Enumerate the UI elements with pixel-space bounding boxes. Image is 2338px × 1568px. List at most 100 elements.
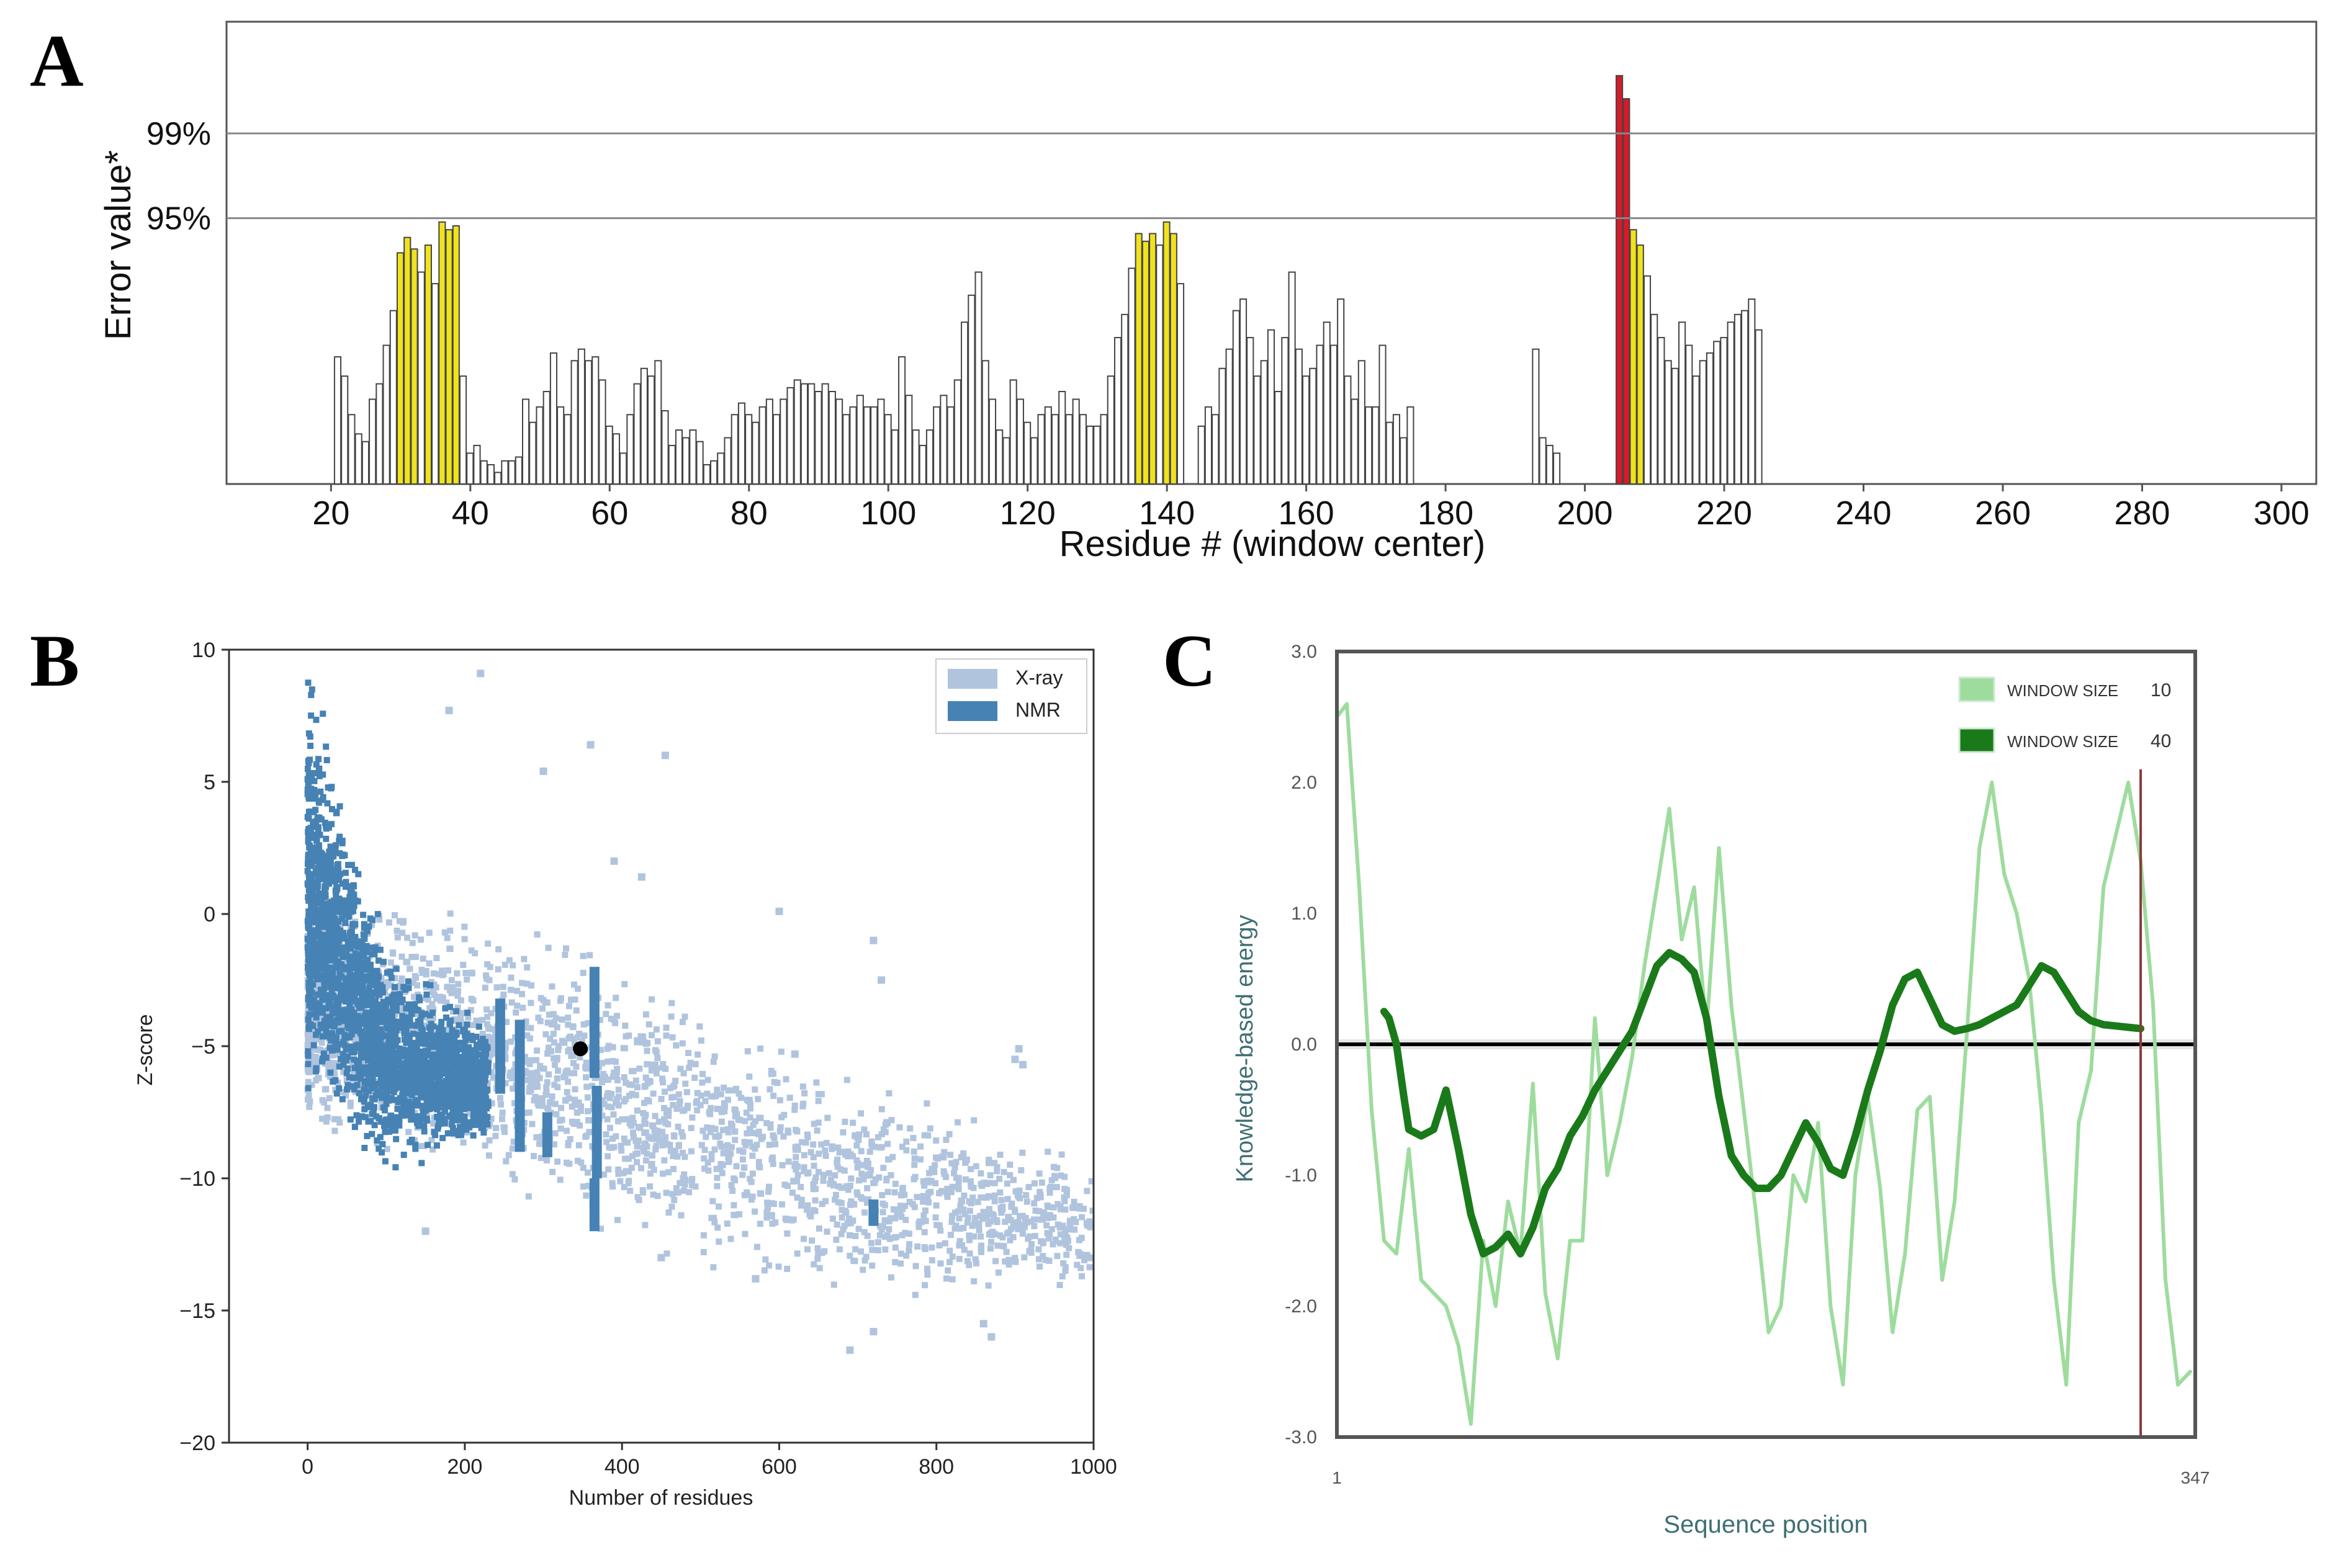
- panel-a-bar: [1058, 391, 1066, 485]
- panel-b-point: [306, 1068, 313, 1075]
- panel-b-point: [911, 1162, 918, 1168]
- panel-b-point: [500, 991, 507, 998]
- panel-b-point: [732, 1107, 739, 1114]
- panel-b-point: [835, 1199, 842, 1206]
- panel-b-point: [630, 1134, 637, 1141]
- panel-b-point: [1054, 1165, 1061, 1172]
- panel-b-point: [822, 1198, 829, 1204]
- panel-b-point: [359, 949, 366, 956]
- panel-a-bar: [1051, 414, 1059, 485]
- panel-b-point: [957, 1225, 964, 1232]
- panel-b-point: [544, 1104, 551, 1111]
- panel-a-bar: [361, 441, 369, 485]
- panel-b-point: [430, 1120, 437, 1127]
- panel-b-point: [336, 1063, 343, 1070]
- panel-a-bar: [1107, 375, 1115, 485]
- panel-b-point: [444, 983, 451, 990]
- panel-b-point: [869, 1247, 876, 1253]
- panel-b-point: [642, 1140, 649, 1147]
- panel-a-bar: [765, 398, 773, 485]
- panel-b-point: [763, 1120, 770, 1127]
- panel-b-point: [395, 1102, 402, 1109]
- panel-b-point: [323, 1118, 330, 1125]
- panel-a-x-tick-label: 280: [2114, 495, 2170, 532]
- panel-a-bar: [549, 352, 557, 485]
- panel-b-point: [543, 1084, 550, 1091]
- panel-b-point: [360, 975, 367, 982]
- panel-b-point: [411, 1001, 418, 1008]
- panel-b-point: [359, 982, 366, 989]
- panel-b-point: [614, 1077, 621, 1083]
- panel-b-point: [662, 1088, 668, 1095]
- panel-a-bar: [1149, 233, 1157, 485]
- panel-b-point: [420, 956, 426, 962]
- panel-b-point: [519, 980, 526, 987]
- panel-b-point: [331, 994, 338, 1001]
- panel-b-point: [819, 1201, 825, 1207]
- panel-b-point: [539, 767, 547, 775]
- panel-b-point: [509, 1145, 516, 1152]
- panel-b-point: [915, 1224, 922, 1230]
- panel-b-point: [770, 1160, 776, 1167]
- panel-b-point: [323, 1033, 330, 1040]
- panel-b-point: [325, 1059, 331, 1066]
- panel-a-bar: [905, 395, 913, 485]
- panel-b-point: [408, 954, 415, 961]
- panel-b-point: [361, 1144, 368, 1151]
- panel-b-point: [878, 1226, 885, 1233]
- panel-b-point: [626, 1032, 632, 1039]
- panel-a-bar: [1733, 313, 1742, 485]
- panel-b-point: [389, 998, 395, 1005]
- panel-b-point: [1045, 1149, 1051, 1155]
- panel-b-point: [836, 1149, 843, 1156]
- panel-b-point: [861, 1257, 868, 1264]
- panel-b-point: [549, 1168, 556, 1175]
- panel-b-point: [876, 1174, 883, 1181]
- panel-b-point: [854, 1164, 861, 1171]
- panel-b-point: [574, 985, 581, 992]
- panel-b-point: [846, 1232, 853, 1239]
- panel-b-point: [888, 1172, 894, 1178]
- panel-b-point: [906, 1230, 912, 1237]
- panel-b-point: [336, 838, 343, 844]
- panel-b-point: [433, 955, 440, 962]
- panel-b-point: [683, 1089, 690, 1096]
- panel-b-point: [475, 1023, 482, 1030]
- panel-b-point: [313, 970, 320, 977]
- panel-b-point: [962, 1176, 969, 1183]
- panel-b-point: [640, 1109, 647, 1116]
- panel-b-point: [554, 1054, 560, 1061]
- panel-a-bar: [452, 225, 460, 485]
- panel-b-point: [882, 1129, 889, 1136]
- panel-b-point: [320, 771, 326, 778]
- panel-a-bar: [842, 414, 850, 485]
- panel-b-point: [961, 1247, 968, 1253]
- panel-b-point: [326, 1095, 333, 1101]
- panel-b-point: [620, 1045, 627, 1052]
- panel-b-point: [473, 1048, 480, 1055]
- panel-b-point: [472, 1091, 479, 1098]
- panel-b-point: [672, 1147, 678, 1154]
- panel-b-point: [461, 936, 468, 943]
- panel-b-point: [541, 1065, 547, 1072]
- panel-b-point: [636, 1065, 643, 1072]
- panel-a-bar: [494, 472, 502, 485]
- panel-b-point: [574, 1034, 581, 1041]
- panel-b-point: [848, 1198, 855, 1205]
- panel-b-point: [949, 1276, 956, 1283]
- panel-b-point: [832, 1191, 839, 1198]
- panel-b-point: [305, 1026, 312, 1033]
- panel-b-point: [332, 1086, 339, 1093]
- panel-b-point: [1040, 1216, 1046, 1222]
- panel-b-point: [418, 1160, 425, 1167]
- panel-a-bar: [1622, 98, 1630, 485]
- panel-b-point: [858, 1194, 865, 1201]
- panel-b-point: [434, 1113, 441, 1120]
- panel-b-point: [316, 890, 323, 897]
- panel-b-point: [1080, 1206, 1087, 1212]
- panel-b-point: [359, 1036, 366, 1042]
- panel-b-point: [483, 1021, 490, 1028]
- panel-b-point: [367, 1080, 374, 1086]
- panel-a-bar: [341, 375, 349, 485]
- panel-b-point: [613, 995, 619, 1001]
